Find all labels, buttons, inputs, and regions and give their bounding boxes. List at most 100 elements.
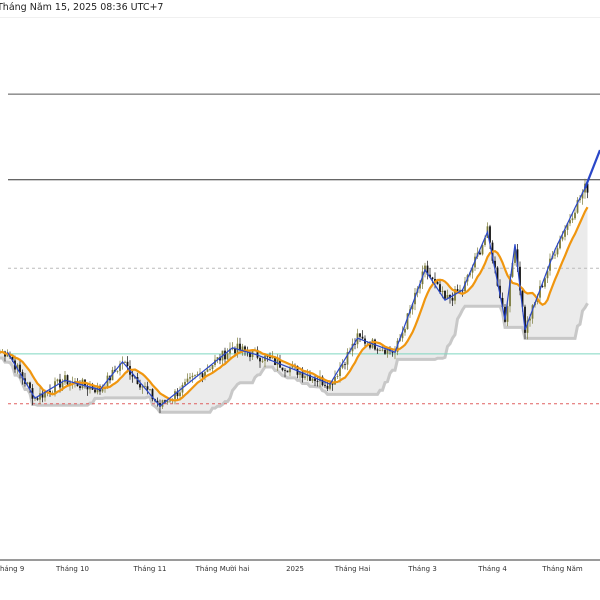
candle-body [169,400,171,402]
candle-body [334,376,336,385]
candle-body [66,375,69,385]
candle-body [384,349,386,354]
candle-body [479,252,481,255]
candle [231,342,234,351]
candle [29,381,31,393]
candle-body [189,377,191,379]
candle-body [456,289,459,293]
candle-body [439,284,441,293]
candle-body [571,218,574,221]
candle-body [379,350,381,351]
candle-body [194,375,196,376]
candle-body [16,364,19,370]
candle-body [146,386,149,390]
candle-body [436,281,439,285]
candle-body [174,391,176,399]
candle-body [504,306,506,322]
candle-body [284,370,286,371]
candle [219,354,221,365]
candle [586,183,589,199]
candle-body [201,373,204,378]
candle-body [61,382,64,388]
candle-body [269,356,271,359]
candle [384,349,386,355]
candle-body [206,369,209,372]
candle-body [21,372,24,379]
candle-body [526,320,529,333]
candle-body [29,382,31,389]
candle [286,370,289,373]
candle [439,278,441,294]
candle-body [211,365,214,370]
candle-body [139,384,141,388]
candle [259,357,261,368]
candle-body [209,369,211,370]
candle-body [299,371,301,375]
candle-body [471,267,474,273]
candle [49,384,51,397]
candle-body [576,200,579,213]
zigzag-line [6,187,586,407]
candle [56,378,59,384]
header-divider [0,17,600,18]
candle-body [339,367,341,377]
candle-body [11,357,14,361]
candle [449,294,451,304]
x-tick-label: Tháng 4 [477,565,507,573]
candle [189,372,191,382]
candle-body [186,378,189,382]
candle-body [141,386,144,388]
candle [119,360,121,376]
candle [64,371,66,385]
band-lower-edge [0,302,589,414]
candle-body [336,376,339,377]
candle-body [506,306,509,322]
candle [446,289,449,300]
candle [326,380,329,392]
candle-body [281,367,284,371]
candle-body [494,260,496,268]
x-tick-label: Tháng Năm [541,565,583,573]
candle-body [236,343,239,354]
candle-body [181,384,184,393]
candle [531,304,534,324]
candle-body [126,361,129,366]
candle [211,365,214,373]
candle-body [159,403,161,407]
candle-body [389,348,391,352]
candle [299,371,301,379]
candle [66,374,69,386]
candle [314,375,316,387]
candle [339,362,341,383]
candle [401,326,404,342]
candle [354,338,356,350]
candle-body [191,375,194,378]
candle-body [411,304,414,310]
candle-body [219,357,221,361]
candle [406,313,409,330]
candle-body [144,386,146,388]
candle [379,347,381,352]
candle-body [244,346,246,351]
candle [524,304,526,340]
candle [146,381,149,395]
candle-body [496,267,499,286]
candle [121,356,124,370]
candle [94,386,96,394]
candle-body [444,290,446,299]
candle-body [166,400,169,403]
candle-body [216,357,219,360]
candle-body [531,305,534,319]
candle-body [261,360,264,362]
candle-body [124,361,126,363]
candle-body [509,276,511,307]
candle-body [289,367,291,373]
candle-body [79,386,81,389]
candle-body [566,223,569,230]
candle-body [101,388,104,392]
time-axis-border [0,559,600,561]
candle-body [304,376,306,378]
x-tick-label: 2025 [286,565,304,573]
candle [404,327,406,336]
